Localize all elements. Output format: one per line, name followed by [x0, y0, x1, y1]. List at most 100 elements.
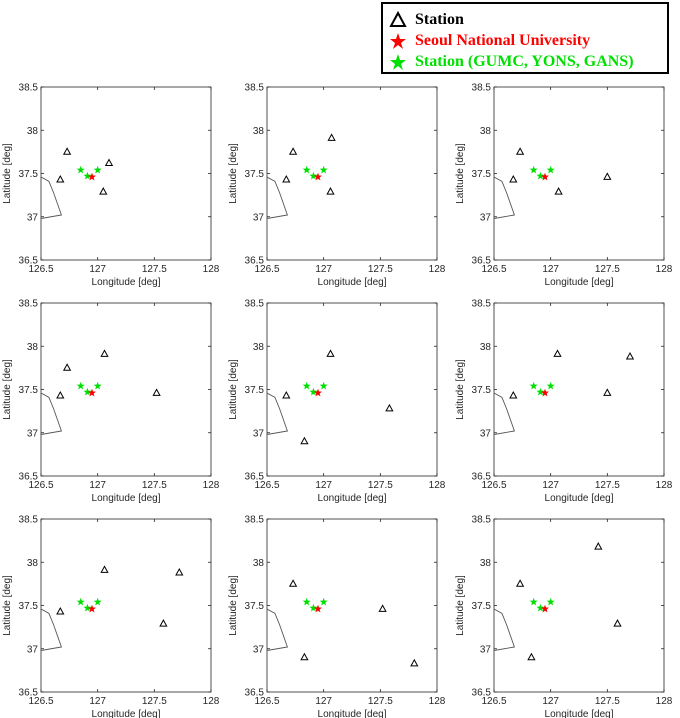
y-tick-label: 36.5 — [245, 472, 265, 483]
y-axis-label: Latitude [deg] — [2, 143, 13, 204]
x-tick-label: 126.5 — [481, 264, 506, 275]
station-marker — [282, 174, 291, 183]
axes-box — [266, 518, 438, 693]
y-axis-label: Latitude [deg] — [455, 143, 466, 204]
gums-yons-gans-marker — [546, 597, 555, 606]
y-axis-label: Latitude [deg] — [2, 359, 13, 420]
x-tick-label: 126.5 — [28, 480, 53, 491]
x-axis-label: Longitude [deg] — [92, 709, 161, 718]
snu-marker — [88, 172, 96, 181]
gums-yons-gans-marker — [529, 597, 538, 606]
x-tick-label: 126.5 — [254, 264, 279, 275]
y-tick-label: 37.5 — [472, 601, 492, 612]
y-tick-label: 37 — [253, 212, 265, 223]
snu-marker — [541, 604, 549, 613]
station-marker — [56, 390, 65, 399]
x-axis-label: Longitude [deg] — [545, 493, 614, 504]
y-tick-label: 37.5 — [245, 601, 265, 612]
y-tick-label: 38.5 — [19, 299, 39, 310]
y-tick-label: 37.5 — [245, 385, 265, 396]
x-tick-label: 127.5 — [142, 480, 167, 491]
x-tick-label: 128 — [429, 264, 446, 275]
station-marker — [175, 567, 184, 576]
y-tick-label: 37 — [27, 644, 39, 655]
station-marker — [288, 147, 298, 155]
x-tick-label: 127.5 — [595, 480, 620, 491]
station-marker — [378, 604, 387, 612]
station-marker — [515, 579, 525, 587]
y-tick-label: 37.5 — [245, 169, 265, 180]
y-tick-label: 37.5 — [19, 385, 39, 396]
x-tick-label: 127 — [315, 696, 332, 707]
y-tick-label: 37 — [480, 428, 492, 439]
station-marker — [56, 174, 65, 183]
y-tick-label: 38.5 — [19, 515, 39, 526]
x-axis-label: Longitude [deg] — [92, 277, 161, 288]
station-marker — [594, 542, 603, 550]
gums-yons-gans-marker — [536, 171, 545, 180]
x-axis-label: Longitude [deg] — [545, 277, 614, 288]
station-marker — [288, 579, 298, 587]
y-tick-label: 36.5 — [472, 472, 492, 483]
x-tick-label: 127.5 — [595, 264, 620, 275]
y-tick-label: 38 — [480, 558, 492, 569]
gums-yons-gans-marker — [319, 597, 328, 606]
y-tick-label: 36.5 — [472, 256, 492, 267]
station-marker — [515, 147, 525, 155]
gums-yons-gans-marker — [302, 381, 311, 390]
y-axis-label: Latitude [deg] — [455, 359, 466, 420]
y-tick-label: 38 — [480, 342, 492, 353]
x-tick-label: 127 — [315, 480, 332, 491]
gums-yons-gans-marker — [83, 171, 92, 180]
x-tick-label: 127 — [89, 696, 106, 707]
gums-yons-gans-marker — [76, 165, 85, 174]
station-marker — [104, 158, 114, 166]
coastline — [493, 392, 516, 435]
axes-box — [493, 86, 665, 261]
axes-box — [266, 86, 438, 261]
axes-box — [40, 518, 212, 693]
station-marker — [625, 351, 635, 360]
triangle-icon — [389, 11, 407, 29]
x-axis-label: Longitude [deg] — [318, 277, 387, 288]
y-tick-label: 37.5 — [472, 169, 492, 180]
y-tick-label: 36.5 — [19, 472, 39, 483]
station-marker — [326, 349, 335, 357]
y-tick-label: 36.5 — [245, 688, 265, 699]
scatter-panel-1: 126.5 127 127.5 128 36.5 37 37.5 38 38.5 Longitud… — [2, 83, 220, 289]
snu-marker — [541, 172, 549, 181]
y-axis-label: Latitude [deg] — [228, 575, 239, 636]
legend: Station Seoul National University Statio… — [381, 2, 669, 74]
station-marker — [554, 187, 563, 195]
x-tick-label: 127.5 — [142, 264, 167, 275]
legend-item-snu: Seoul National University — [389, 30, 590, 52]
coastline — [40, 392, 63, 435]
snu-marker — [88, 604, 96, 613]
legend-label: Seoul National University — [415, 32, 591, 49]
coastline — [266, 392, 289, 435]
axes-box — [493, 302, 665, 477]
station-marker — [527, 652, 536, 661]
x-tick-label: 126.5 — [254, 480, 279, 491]
axes-box — [40, 302, 212, 477]
red-star-icon — [389, 32, 407, 50]
x-axis-label: Longitude [deg] — [545, 709, 614, 718]
y-tick-label: 38.5 — [472, 299, 492, 310]
scatter-panel-5: 126.5 127 127.5 128 36.5 37 37.5 38 38.5 Longitud… — [228, 299, 446, 505]
scatter-panel-9: 126.5 127 127.5 128 36.5 37 37.5 38 38.5 Longitud… — [455, 515, 673, 718]
y-tick-label: 36.5 — [19, 688, 39, 699]
x-tick-label: 127 — [89, 480, 106, 491]
y-tick-label: 38.5 — [245, 515, 265, 526]
x-tick-label: 127.5 — [368, 264, 393, 275]
scatter-panel-2: 126.5 127 127.5 128 36.5 37 37.5 38 38.5 Longitud… — [228, 83, 446, 289]
y-tick-label: 37.5 — [19, 601, 39, 612]
station-marker — [326, 187, 335, 195]
x-tick-label: 128 — [656, 696, 673, 707]
y-tick-label: 38.5 — [472, 83, 492, 94]
gums-yons-gans-marker — [529, 381, 538, 390]
y-tick-label: 38 — [27, 558, 39, 569]
x-tick-label: 128 — [203, 696, 220, 707]
x-tick-label: 128 — [203, 480, 220, 491]
coastline — [40, 608, 63, 651]
y-tick-label: 36.5 — [472, 688, 492, 699]
